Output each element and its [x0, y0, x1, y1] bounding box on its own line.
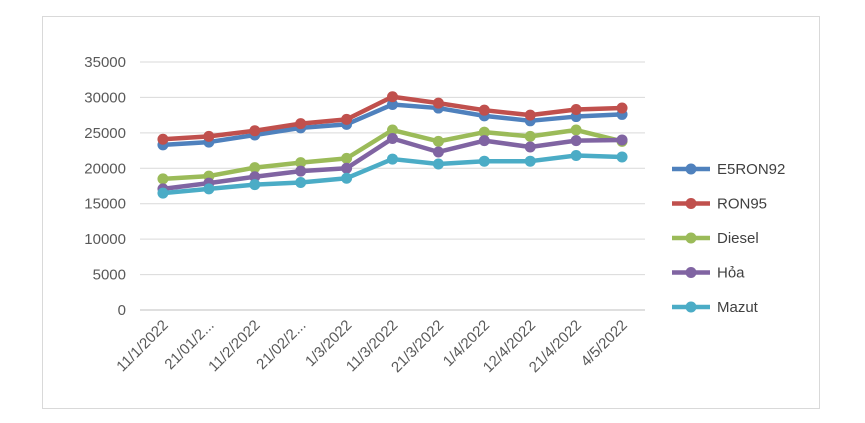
series-mazut — [157, 150, 628, 199]
y-tick-label: 20000 — [84, 160, 126, 177]
data-point — [387, 99, 398, 111]
legend-label: Hỏa — [717, 265, 745, 282]
series-ron95 — [157, 91, 628, 145]
data-point — [478, 104, 490, 116]
data-point — [387, 153, 398, 165]
legend-item: Mazut — [672, 299, 759, 316]
legend-label: Diesel — [717, 230, 759, 247]
data-point — [295, 157, 307, 169]
data-point — [616, 102, 628, 114]
data-point — [341, 162, 353, 174]
data-point — [432, 158, 444, 170]
data-point — [387, 124, 398, 136]
y-tick-label: 30000 — [84, 89, 126, 106]
legend-swatch-marker — [685, 163, 697, 175]
legend-item: Diesel — [672, 230, 759, 247]
data-point — [432, 135, 444, 147]
data-point — [387, 91, 398, 103]
legend-label: Mazut — [717, 299, 759, 316]
legend: E5RON92 RON95 Diesel Hỏa Mazut — [672, 161, 785, 316]
legend-item: RON95 — [672, 196, 767, 213]
legend-swatch-marker — [685, 267, 697, 278]
data-point — [157, 187, 169, 199]
chart-frame — [42, 16, 820, 409]
legend-label: RON95 — [717, 196, 767, 213]
data-point — [524, 109, 536, 121]
data-point — [478, 155, 490, 167]
x-tick-label: 21/02/2... — [253, 317, 309, 373]
y-tick-label: 0 — [118, 302, 126, 319]
legend-swatch-marker — [685, 301, 697, 313]
data-point — [478, 135, 490, 147]
data-point — [341, 172, 353, 184]
legend-label: E5RON92 — [717, 161, 785, 178]
data-point — [249, 179, 261, 191]
data-point — [341, 113, 353, 125]
data-point — [570, 135, 582, 147]
data-point — [249, 125, 261, 137]
data-point — [524, 155, 536, 167]
y-tick-label: 10000 — [84, 231, 126, 248]
data-point — [203, 183, 215, 195]
data-point — [524, 130, 536, 142]
data-point — [478, 126, 490, 138]
data-point — [432, 97, 444, 109]
data-point — [249, 171, 261, 183]
data-point — [570, 103, 582, 115]
data-point — [295, 176, 307, 188]
series-group — [157, 91, 628, 199]
data-point — [157, 133, 169, 145]
data-point — [616, 134, 628, 146]
data-point — [295, 165, 307, 177]
data-point — [157, 173, 169, 185]
y-tick-label: 15000 — [84, 196, 126, 213]
data-point — [570, 150, 582, 162]
data-point — [295, 118, 307, 130]
legend-item: E5RON92 — [672, 161, 785, 178]
legend-swatch-marker — [685, 232, 697, 244]
data-point — [432, 146, 444, 158]
legend-item: Hỏa — [672, 265, 745, 282]
y-tick-label: 5000 — [93, 267, 126, 284]
data-point — [249, 162, 261, 174]
data-point — [203, 130, 215, 142]
x-tick-label: 11/1/2022 — [113, 317, 171, 375]
legend-swatch-marker — [685, 198, 697, 209]
y-tick-label: 35000 — [84, 54, 126, 71]
data-point — [616, 151, 628, 163]
data-point — [341, 152, 353, 164]
y-tick-label: 25000 — [84, 125, 126, 142]
x-tick-label: 4/5/2022 — [578, 317, 631, 370]
data-point — [387, 133, 398, 145]
data-point — [570, 124, 582, 136]
y-axis-tick-labels: 0 5000 10000 15000 20000 25000 30000 35000 — [84, 54, 126, 319]
data-point — [524, 141, 536, 153]
x-axis-tick-labels: 11/1/202221/01/2...11/2/202221/02/2...1/… — [113, 317, 631, 376]
